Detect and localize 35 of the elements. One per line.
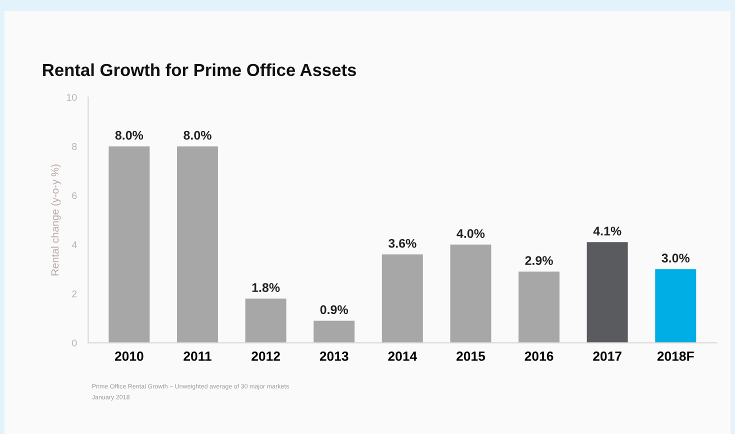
x-tick-label: 2012: [252, 352, 280, 361]
x-tick-label: 2014: [388, 352, 418, 361]
y-tick-label: 0: [72, 340, 77, 346]
bar: [314, 320, 355, 343]
y-tick-label: 8: [72, 143, 77, 150]
bar: [518, 272, 560, 343]
bar: [655, 269, 696, 343]
bar: [177, 146, 218, 343]
data-label: 3.0%: [662, 254, 690, 263]
x-tick-label: 2017: [593, 352, 622, 361]
x-tick-label: 2013: [320, 352, 348, 361]
data-label: 1.8%: [252, 283, 280, 292]
bar: [245, 298, 286, 343]
y-tick-label: 6: [72, 192, 77, 200]
data-label: 2.9%: [525, 256, 553, 265]
data-label: 4.0%: [456, 229, 485, 238]
bar: [586, 242, 628, 343]
y-tick-label: 2: [72, 290, 77, 298]
chart-title: Rental Growth for Prime Office Assets: [43, 63, 356, 76]
data-label: 8.0%: [115, 130, 144, 140]
x-tick-label: 2010: [114, 352, 144, 361]
data-label: 8.0%: [184, 130, 212, 140]
data-label: 3.6%: [388, 238, 416, 248]
x-tick-label: 2011: [184, 352, 212, 361]
bar: [108, 146, 150, 343]
data-label: 0.9%: [320, 305, 348, 314]
y-tick-label: 4: [72, 241, 77, 248]
y-axis-title: Rental change (y-o-y %): [51, 164, 61, 276]
bar: [382, 254, 423, 343]
x-tick-label: 2016: [524, 352, 554, 361]
x-tick-label: 2018F: [657, 352, 694, 361]
data-label: 4.1%: [593, 226, 622, 236]
bar: [450, 244, 492, 343]
x-tick-label: 2015: [456, 352, 486, 361]
y-tick-label: 10: [67, 94, 77, 101]
